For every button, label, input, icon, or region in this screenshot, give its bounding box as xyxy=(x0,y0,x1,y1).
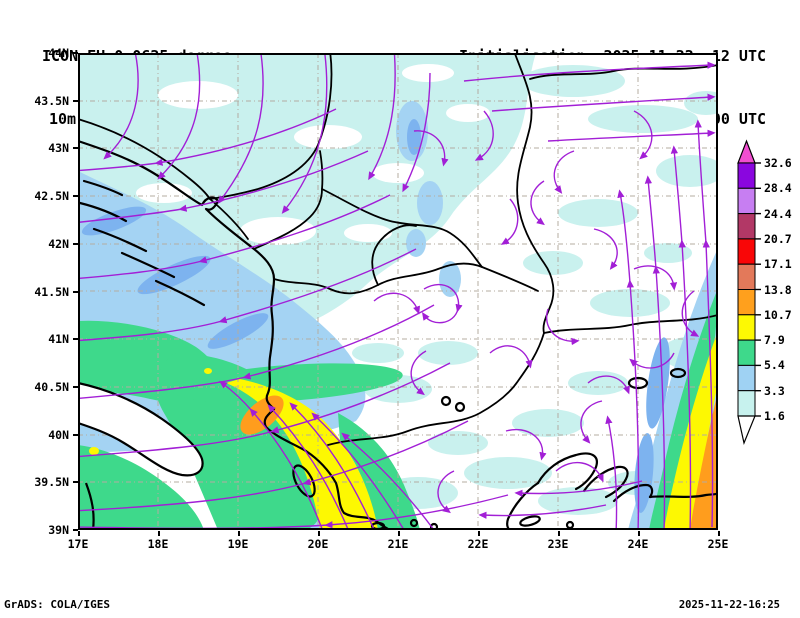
x-axis: 17E 18E 19E 20E 21E 22E 23E 24E 25E xyxy=(68,530,728,552)
colorbar-tick-label: 1.6 xyxy=(764,409,785,423)
colorbar-tick-label: 32.6 xyxy=(764,156,792,170)
colorbar-tick-label: 3.3 xyxy=(764,383,785,398)
creation-timestamp: 2025-11-22-16:25 xyxy=(678,599,780,611)
colorbar-tick-label: 7.9 xyxy=(764,333,785,348)
y-axis-label: 39N xyxy=(48,523,69,537)
colorbar xyxy=(737,139,761,446)
y-axis-tick xyxy=(73,434,78,436)
x-axis-tick xyxy=(638,531,640,536)
x-axis-label: 20E xyxy=(307,537,329,551)
colorbar-tick-label: 28.4 xyxy=(764,181,792,196)
x-axis-label: 21E xyxy=(387,537,409,551)
y-axis-label: 40N xyxy=(48,428,69,442)
y-axis-tick xyxy=(73,481,78,483)
wind-streamlines xyxy=(78,53,716,530)
map-frame xyxy=(78,53,718,530)
colorbar-segment xyxy=(737,263,756,290)
y-axis-label: 41N xyxy=(48,332,69,346)
y-axis-tick xyxy=(73,100,78,102)
colorbar-under-arrow xyxy=(737,415,756,446)
y-axis-tick xyxy=(73,386,78,388)
colorbar-labels: 32.6 28.4 24.4 20.7 17.1 13.8 10.7 7.9 5.4 3.3 1.6 xyxy=(764,139,800,469)
x-axis-tick xyxy=(78,531,80,536)
y-axis: 44N 43.5N 43N 42.5N 42N 41.5N 41N 40.5N 40N 39.5N… xyxy=(0,46,78,537)
y-axis-label: 41.5N xyxy=(34,285,69,299)
y-axis-label: 44N xyxy=(48,46,69,60)
x-axis-tick xyxy=(718,531,720,536)
x-axis-label: 22E xyxy=(467,537,489,551)
colorbar-tick-label: 5.4 xyxy=(764,358,785,373)
colorbar-segment xyxy=(737,314,756,341)
y-axis-tick xyxy=(73,147,78,149)
colorbar-segment xyxy=(737,364,756,392)
x-axis-label: 24E xyxy=(627,537,649,551)
y-axis-tick xyxy=(73,243,78,245)
x-axis-label: 19E xyxy=(227,537,249,551)
y-axis-label: 42.5N xyxy=(34,189,69,203)
y-axis-tick xyxy=(73,52,78,54)
colorbar-tick-label: 20.7 xyxy=(764,231,792,246)
colorbar-segment xyxy=(737,187,756,215)
country-borders xyxy=(78,53,718,446)
forecast-map xyxy=(78,53,718,530)
coastlines xyxy=(78,139,718,530)
y-axis-label: 42N xyxy=(48,237,69,251)
y-axis-label: 39.5N xyxy=(34,475,69,489)
x-axis-tick xyxy=(318,531,320,536)
x-axis-tick xyxy=(558,531,560,536)
colorbar-tick-label: 13.8 xyxy=(764,282,792,297)
y-axis-tick xyxy=(73,529,78,531)
y-axis-label: 40.5N xyxy=(34,380,69,394)
colorbar-tick-label: 24.4 xyxy=(764,206,792,221)
colorbar-segment xyxy=(737,213,756,240)
x-axis-label: 25E xyxy=(707,537,729,551)
x-axis-tick xyxy=(398,531,400,536)
colorbar-segment xyxy=(737,339,756,366)
y-axis-tick xyxy=(73,195,78,197)
colorbar-segment xyxy=(737,238,756,265)
y-axis-label: 43.5N xyxy=(34,94,69,108)
grads-attribution: GrADS: COLA/IGES xyxy=(4,598,110,611)
colorbar-segment xyxy=(737,162,756,189)
x-axis-label: 17E xyxy=(67,537,89,551)
y-axis-label: 43N xyxy=(48,141,69,155)
y-axis-tick xyxy=(73,291,78,293)
colorbar-segment xyxy=(737,289,756,316)
colorbar-over-arrow xyxy=(737,139,756,164)
y-axis-tick xyxy=(73,338,78,340)
x-axis-label: 18E xyxy=(147,537,169,551)
colorbar-segment xyxy=(737,390,756,417)
x-axis-tick xyxy=(478,531,480,536)
x-axis-label: 23E xyxy=(547,537,569,551)
colorbar-tick-label: 17.1 xyxy=(764,257,792,272)
x-axis-tick xyxy=(238,531,240,536)
colorbar-tick-label: 10.7 xyxy=(764,307,792,322)
x-axis-tick xyxy=(158,531,160,536)
